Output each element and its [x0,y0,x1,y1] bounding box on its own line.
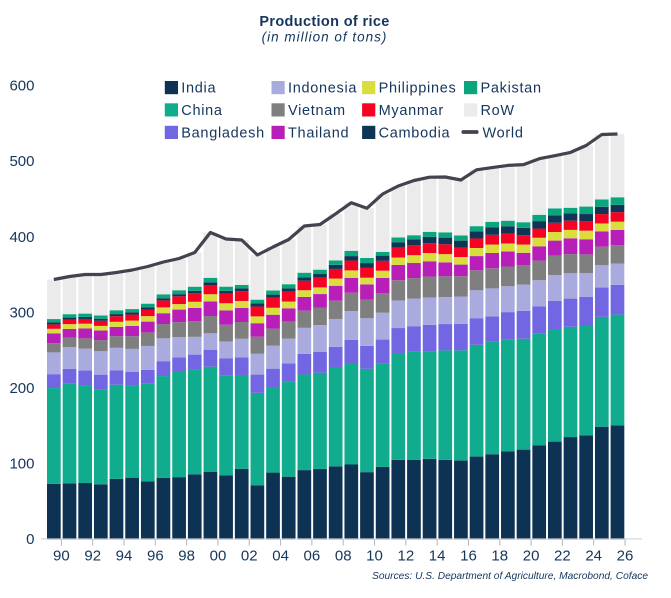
svg-text:22: 22 [554,548,571,565]
svg-text:(in million of tons): (in million of tons) [262,30,388,45]
svg-text:94: 94 [116,548,133,565]
svg-text:China: China [181,103,223,119]
svg-text:India: India [181,81,216,97]
svg-text:500: 500 [9,153,34,170]
svg-text:World: World [483,125,524,141]
svg-text:400: 400 [9,229,34,246]
svg-text:200: 200 [9,380,34,397]
svg-text:Cambodia: Cambodia [379,125,451,141]
svg-text:08: 08 [335,548,352,565]
svg-text:12: 12 [397,548,414,565]
svg-text:24: 24 [585,548,602,565]
svg-text:Production of rice: Production of rice [259,14,389,30]
svg-text:20: 20 [523,548,540,565]
svg-text:Philippines: Philippines [379,81,457,97]
svg-text:00: 00 [210,548,227,565]
svg-text:Sources: U.S. Department of Ag: Sources: U.S. Department of Agriculture,… [372,571,648,582]
svg-text:RoW: RoW [481,103,515,119]
svg-text:98: 98 [178,548,195,565]
svg-text:92: 92 [84,548,101,565]
svg-text:06: 06 [304,548,321,565]
svg-text:16: 16 [460,548,477,565]
svg-text:600: 600 [9,78,34,95]
svg-text:90: 90 [53,548,70,565]
svg-text:14: 14 [429,548,446,565]
svg-text:100: 100 [9,456,34,473]
svg-text:Bangladesh: Bangladesh [181,125,265,141]
svg-text:18: 18 [491,548,508,565]
svg-text:Pakistan: Pakistan [481,81,542,97]
svg-text:Indonesia: Indonesia [288,81,357,97]
svg-text:02: 02 [241,548,258,565]
svg-text:04: 04 [272,548,289,565]
svg-text:300: 300 [9,304,34,321]
svg-text:0: 0 [26,531,34,548]
svg-text:10: 10 [366,548,383,565]
svg-text:26: 26 [617,548,634,565]
svg-text:96: 96 [147,548,164,565]
svg-text:Myanmar: Myanmar [379,103,444,119]
svg-text:Vietnam: Vietnam [288,103,346,119]
svg-text:Thailand: Thailand [288,125,349,141]
